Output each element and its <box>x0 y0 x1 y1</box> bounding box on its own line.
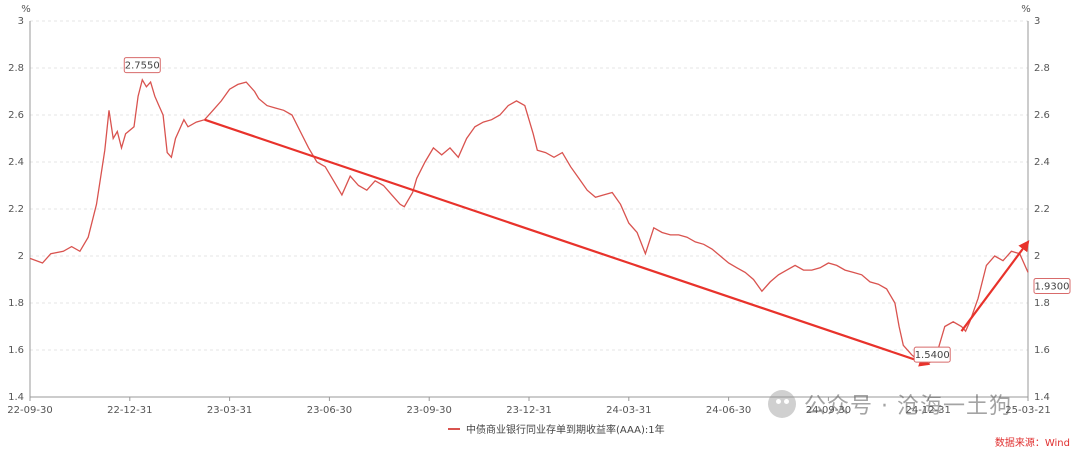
y-tick-label-left: 2.4 <box>8 157 24 168</box>
y-tick-label-right: 1.6 <box>1034 345 1050 356</box>
x-tick-label: 23-12-31 <box>506 405 551 416</box>
y-tick-label-left: 1.4 <box>8 392 24 403</box>
y-tick-label-right: 2.6 <box>1034 110 1050 121</box>
y-unit-left: % <box>21 4 31 15</box>
y-tick-label-left: 1.8 <box>8 298 24 309</box>
y-tick-label-right: 1.8 <box>1034 298 1050 309</box>
legend-swatch <box>448 427 460 430</box>
x-tick-label: 24-09-30 <box>806 405 851 416</box>
y-tick-label-left: 2 <box>18 251 24 262</box>
value-label-box <box>913 346 951 363</box>
y-tick-label-right: 3 <box>1034 16 1040 27</box>
y-tick-label-right: 1.4 <box>1034 392 1050 403</box>
legend[interactable]: 中债商业银行同业存单到期收益率(AAA):1年 <box>448 421 665 436</box>
y-unit-right: % <box>1021 4 1031 15</box>
x-tick-label: 22-09-30 <box>7 405 52 416</box>
x-tick-label: 25-03-21 <box>1005 405 1050 416</box>
watermark: 公众号 · 沧海一土狗 <box>768 388 1012 420</box>
x-tick-label: 23-09-30 <box>407 405 452 416</box>
y-tick-label-right: 2.4 <box>1034 157 1050 168</box>
y-tick-label-left: 2.6 <box>8 110 24 121</box>
x-tick-label: 24-03-31 <box>606 405 651 416</box>
y-tick-label-left: 3 <box>18 16 24 27</box>
x-tick-label: 24-06-30 <box>706 405 751 416</box>
value-label: 2.7550 <box>125 61 160 72</box>
x-tick-label: 24-12-31 <box>906 405 951 416</box>
value-label-box <box>1033 277 1071 294</box>
series-line <box>29 78 1029 365</box>
value-label: 1.5400 <box>915 350 950 361</box>
x-tick-label: 23-06-30 <box>307 405 352 416</box>
y-tick-label-right: 2 <box>1034 251 1040 262</box>
x-tick-label: 22-12-31 <box>107 405 152 416</box>
y-tick-label-left: 1.6 <box>8 345 24 356</box>
legend-label: 中债商业银行同业存单到期收益率(AAA):1年 <box>466 425 665 436</box>
trend-arrow <box>960 240 1030 332</box>
data-source-note: 数据来源：Wind <box>994 438 1070 449</box>
value-label-box <box>123 57 161 74</box>
trend-arrow <box>204 118 931 367</box>
y-tick-label-right: 2.8 <box>1034 63 1050 74</box>
wechat-icon <box>768 390 796 418</box>
y-tick-label-left: 2.2 <box>8 204 24 215</box>
watermark-text: 公众号 · 沧海一土狗 <box>804 394 1012 419</box>
y-tick-label-right: 2.2 <box>1034 204 1050 215</box>
value-label: 1.9300 <box>1035 281 1070 292</box>
y-tick-label-left: 2.8 <box>8 63 24 74</box>
x-tick-label: 23-03-31 <box>207 405 252 416</box>
